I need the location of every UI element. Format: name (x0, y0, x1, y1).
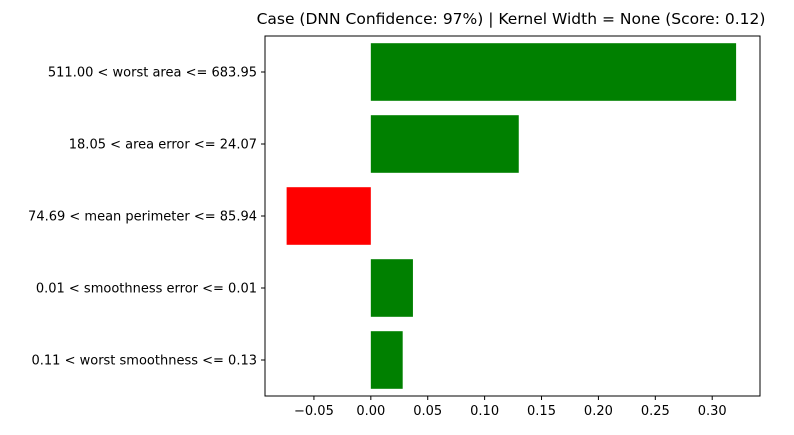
y-tick-label: 18.05 < area error <= 24.07 (69, 138, 257, 153)
bars-layer (286, 43, 737, 389)
y-tick-label: 74.69 < mean perimeter <= 85.94 (28, 210, 257, 225)
y-tick-label: 511.00 < worst area <= 683.95 (48, 66, 257, 81)
x-tick-label: 0.20 (584, 404, 613, 419)
chart-title: Case (DNN Confidence: 97%) | Kernel Widt… (257, 10, 766, 28)
bar-1 (370, 43, 737, 101)
x-tick-label: 0.15 (527, 404, 556, 419)
x-tick-label: 0.00 (356, 404, 385, 419)
bar-4 (370, 259, 413, 317)
bar-2 (370, 115, 519, 173)
y-tick-label: 0.11 < worst smoothness <= 0.13 (32, 354, 258, 369)
bar-5 (370, 331, 403, 389)
x-tick-label: 0.05 (413, 404, 442, 419)
plot-frame (264, 35, 761, 397)
bar-3 (286, 187, 371, 245)
x-tick-label: 0.30 (698, 404, 727, 419)
x-axis: −0.05 0.00 0.05 0.10 0.15 0.20 0.25 0.30 (294, 396, 727, 419)
x-tick-label: −0.05 (294, 404, 334, 419)
x-tick-label: 0.25 (641, 404, 670, 419)
x-tick-label: 0.10 (470, 404, 499, 419)
y-tick-label: 0.01 < smoothness error <= 0.01 (36, 282, 257, 297)
y-axis: 511.00 < worst area <= 683.95 18.05 < are… (28, 66, 265, 369)
